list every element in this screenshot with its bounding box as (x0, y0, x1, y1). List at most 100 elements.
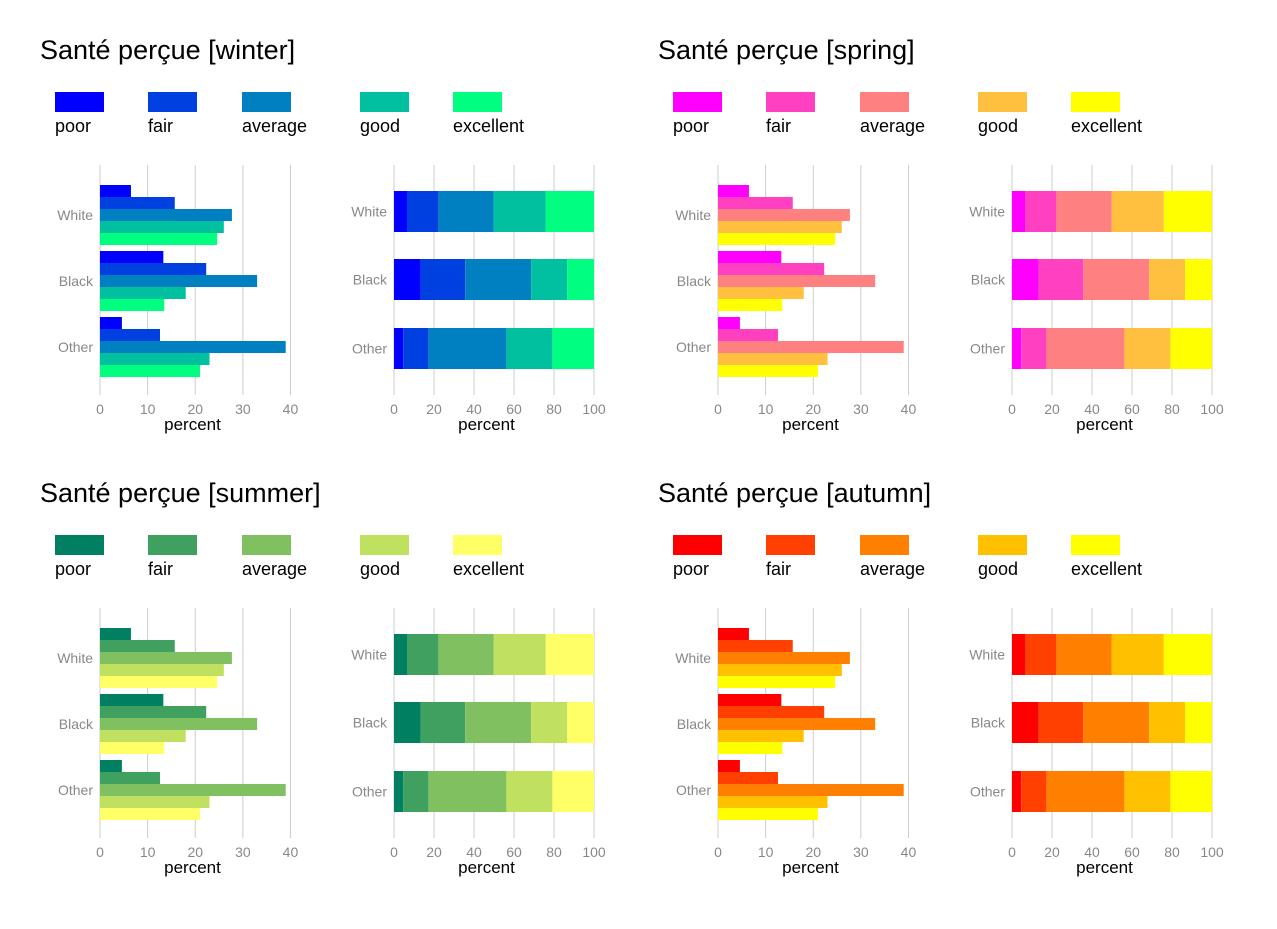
legend-label-good: good (978, 116, 1019, 136)
bar-other-fair (100, 329, 160, 341)
bar-white-poor (100, 628, 131, 640)
x-tick-label: 30 (853, 844, 869, 860)
stacked-segment-other-fair (403, 328, 429, 369)
legend-label-excellent: excellent (1071, 116, 1143, 136)
x-tick-label: 0 (1008, 844, 1016, 860)
x-tick-label: 80 (546, 401, 562, 417)
x-tick-label: 0 (390, 401, 398, 417)
x-tick-label: 20 (426, 844, 442, 860)
bar-other-excellent (718, 808, 818, 820)
bar-black-average (718, 275, 876, 287)
stacked-segment-white-poor (394, 634, 407, 675)
bar-other-good (100, 353, 210, 365)
legend-swatch-excellent (1071, 535, 1120, 555)
legend-swatch-poor (55, 92, 104, 112)
legend-label-fair: fair (148, 116, 174, 136)
stacked-segment-other-excellent (1170, 328, 1212, 369)
stacked-segment-black-poor (394, 259, 421, 300)
legend-swatch-average (860, 535, 909, 555)
x-tick-label: 10 (140, 401, 156, 417)
stacked-segment-other-poor (1012, 328, 1022, 369)
bar-other-average (100, 784, 286, 796)
panel-autumn: Santé perçue [autumn] poor fair average goo… (618, 443, 1238, 893)
x-tick-label: 0 (390, 844, 398, 860)
stacked-segment-white-fair (1025, 634, 1057, 675)
x-tick-label: 20 (805, 401, 821, 417)
x-tick-label: 100 (1200, 844, 1224, 860)
legend-label-average: average (860, 559, 926, 579)
panel-title: Santé perçue [winter] (40, 35, 296, 65)
legend-swatch-excellent (453, 92, 502, 112)
stacked-segment-other-excellent (1170, 771, 1212, 812)
bar-black-fair (100, 706, 207, 718)
category-label-black: Black (677, 273, 712, 289)
stacked-segment-black-average (1083, 702, 1150, 743)
panel-title: Santé perçue [autumn] (658, 478, 932, 508)
bar-white-excellent (718, 233, 836, 245)
stacked-segment-other-fair (1021, 328, 1047, 369)
x-tick-label: 100 (1200, 401, 1224, 417)
bar-white-average (100, 652, 232, 664)
bar-white-fair (718, 640, 793, 652)
bar-white-fair (718, 197, 793, 209)
x-axis-label: percent (164, 415, 221, 434)
stacked-segment-white-fair (407, 191, 439, 232)
bar-other-excellent (100, 365, 200, 377)
stacked-segment-white-poor (394, 191, 407, 232)
stacked-segment-black-poor (1012, 259, 1039, 300)
stacked-segment-other-excellent (552, 328, 594, 369)
stacked-segment-other-poor (1012, 771, 1022, 812)
legend-swatch-excellent (1071, 92, 1120, 112)
stacked-segment-other-average (428, 771, 507, 812)
x-tick-label: 20 (426, 401, 442, 417)
stacked-segment-white-average (1056, 191, 1112, 232)
bar-black-good (718, 287, 804, 299)
x-tick-label: 0 (96, 401, 104, 417)
stacked-segment-white-excellent (1163, 634, 1212, 675)
legend-swatch-excellent (453, 535, 502, 555)
bar-other-excellent (100, 808, 200, 820)
bar-white-poor (718, 185, 749, 197)
x-tick-label: 20 (1044, 401, 1060, 417)
stacked-segment-other-average (1046, 328, 1125, 369)
panel-title: Santé perçue [summer] (40, 478, 321, 508)
legend-swatch-good (360, 92, 409, 112)
stacked-segment-other-fair (403, 771, 429, 812)
legend-label-excellent: excellent (453, 116, 525, 136)
legend-label-good: good (978, 559, 1019, 579)
stacked-segment-black-average (465, 702, 532, 743)
stacked-segment-black-excellent (567, 259, 594, 300)
stacked-segment-black-poor (394, 702, 421, 743)
x-tick-label: 10 (758, 844, 774, 860)
bar-other-fair (718, 772, 778, 784)
stacked-segment-white-poor (1012, 191, 1025, 232)
bar-white-excellent (718, 676, 836, 688)
stacked-segment-white-good (493, 634, 546, 675)
bar-black-excellent (718, 299, 783, 311)
bar-other-poor (100, 760, 122, 772)
x-tick-label: 10 (758, 401, 774, 417)
stacked-segment-white-good (1111, 634, 1164, 675)
stacked-segment-other-good (1124, 328, 1171, 369)
legend-label-excellent: excellent (453, 559, 525, 579)
legend-swatch-fair (148, 92, 197, 112)
bar-white-poor (718, 628, 749, 640)
category-label-white: White (675, 650, 711, 666)
legend-label-good: good (360, 559, 401, 579)
legend-label-fair: fair (148, 559, 174, 579)
bar-other-average (100, 341, 286, 353)
legend-swatch-fair (766, 92, 815, 112)
panel-title: Santé perçue [spring] (658, 35, 915, 65)
legend-swatch-poor (673, 92, 722, 112)
x-tick-label: 40 (1084, 401, 1100, 417)
stacked-segment-white-excellent (545, 191, 594, 232)
x-tick-label: 40 (283, 401, 299, 417)
legend-label-average: average (242, 116, 308, 136)
legend-swatch-fair (148, 535, 197, 555)
x-tick-label: 0 (96, 844, 104, 860)
legend-swatch-good (360, 535, 409, 555)
category-label-black: Black (353, 272, 388, 288)
x-tick-label: 40 (901, 844, 917, 860)
